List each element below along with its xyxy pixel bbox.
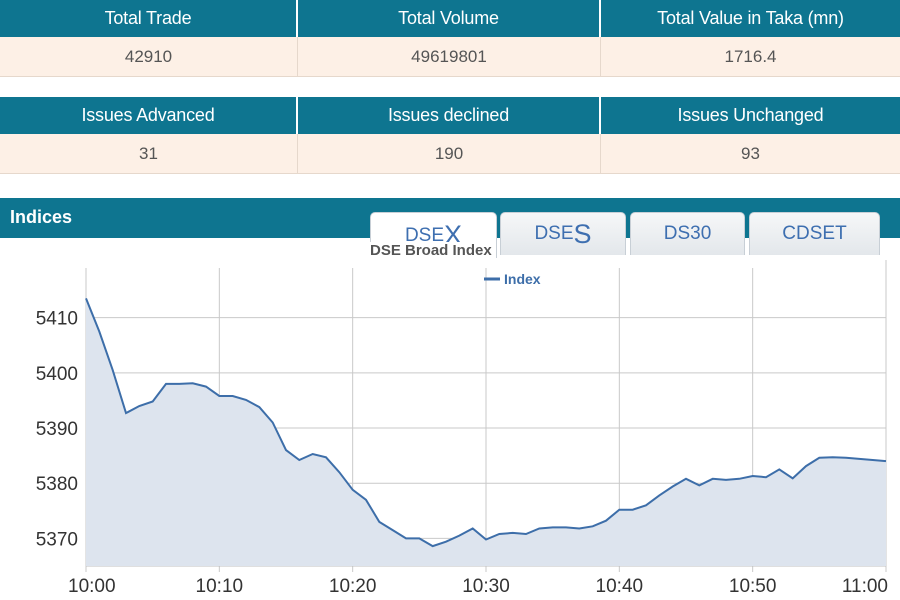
indices-title: Indices xyxy=(10,207,73,227)
issues-declined-value: 190 xyxy=(298,134,601,174)
legend-label: Index xyxy=(504,271,541,287)
y-tick-label: 5380 xyxy=(36,474,78,495)
x-tick-label: 10:20 xyxy=(329,576,377,597)
y-axis-ticks: 5370 5380 5390 5400 5410 xyxy=(36,309,78,551)
total-trade-value: 42910 xyxy=(0,37,298,77)
y-tick-label: 5390 xyxy=(36,419,78,440)
y-tick-label: 5410 xyxy=(36,309,78,330)
tab-ds30-label: DS30 xyxy=(663,223,712,244)
issues-advanced-header: Issues Advanced xyxy=(0,97,298,134)
x-tick-label: 11:00 xyxy=(842,576,888,597)
x-tick-label: 10:50 xyxy=(729,576,777,597)
issue-stats-table: Issues Advanced Issues declined Issues U… xyxy=(0,97,900,174)
market-stats-table: Total Trade Total Volume Total Value in … xyxy=(0,0,900,77)
tab-cdset-label: CDSET xyxy=(782,223,847,244)
index-series-line xyxy=(85,298,887,548)
x-axis-ticks: 10:00 10:10 10:20 10:30 10:40 10:50 11:00 xyxy=(68,576,888,597)
chart-title: DSE Broad Index xyxy=(369,242,493,259)
x-tick-label: 10:30 xyxy=(462,576,510,597)
total-value-value: 1716.4 xyxy=(601,37,900,77)
x-tick-label: 10:10 xyxy=(196,576,244,597)
y-tick-label: 5400 xyxy=(36,364,78,385)
tab-cdset[interactable]: CDSET xyxy=(749,212,880,255)
tab-dses[interactable]: DSE S xyxy=(500,212,626,255)
y-tick-label: 5370 xyxy=(36,529,78,550)
issues-unchanged-header: Issues Unchanged xyxy=(601,97,900,134)
tab-ds30[interactable]: DS30 xyxy=(630,212,745,255)
x-tick-label: 10:40 xyxy=(596,576,644,597)
issues-declined-header: Issues declined xyxy=(298,97,601,134)
tab-dsex-prefix: DSE xyxy=(404,224,445,246)
tab-dsex-suffix: X xyxy=(444,220,463,250)
tab-dses-suffix: S xyxy=(573,218,592,249)
issues-advanced-value: 31 xyxy=(0,134,298,174)
total-volume-value: 49619801 xyxy=(298,37,601,77)
legend[interactable]: Index xyxy=(484,271,541,287)
total-volume-header: Total Volume xyxy=(298,0,601,37)
total-value-header: Total Value in Taka (mn) xyxy=(601,0,900,37)
x-tick-label: 10:00 xyxy=(68,576,116,597)
index-area xyxy=(86,298,886,566)
issues-unchanged-value: 93 xyxy=(601,134,900,174)
tab-dses-prefix: DSE xyxy=(534,223,574,244)
total-trade-header: Total Trade xyxy=(0,0,298,37)
